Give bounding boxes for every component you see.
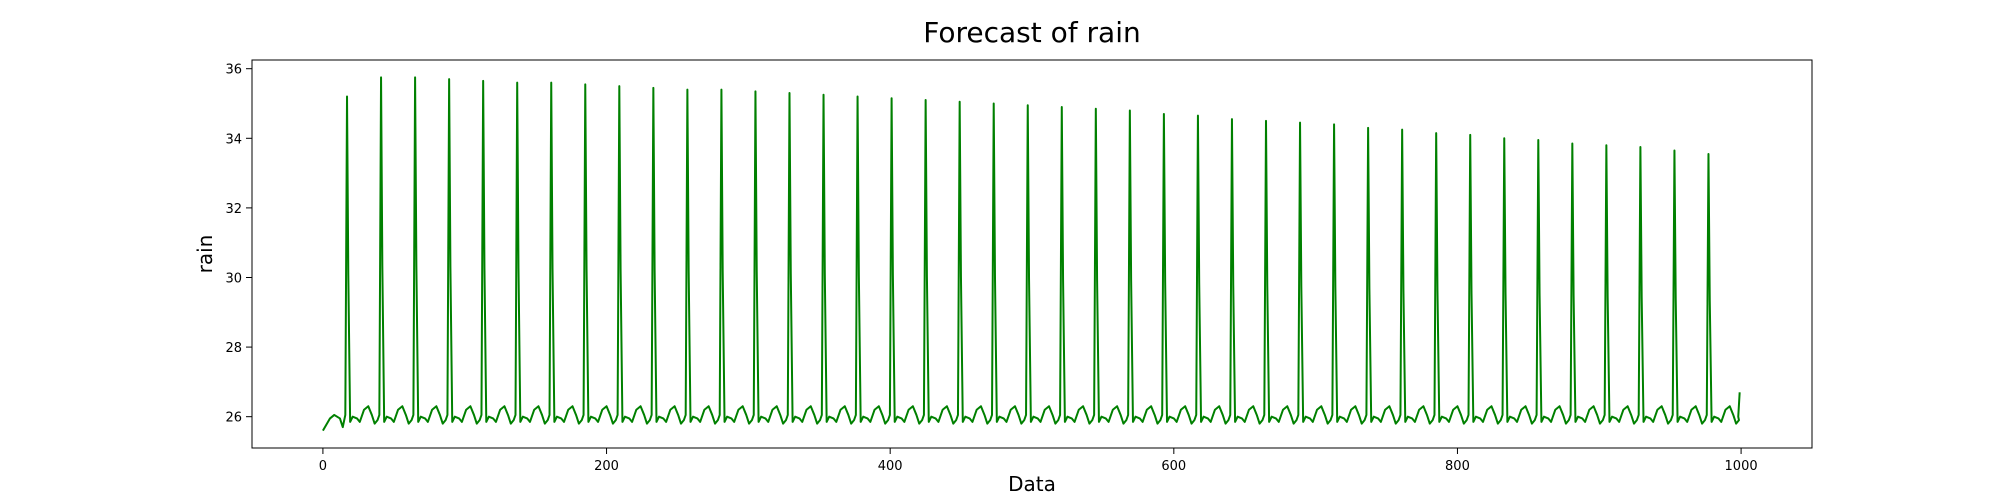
- x-tick-label: 1000: [1725, 459, 1758, 474]
- y-tick-label: 34: [225, 132, 242, 147]
- y-tick-label: 30: [225, 271, 242, 286]
- y-axis-ticks: 26 28 30 32 34 36: [225, 63, 252, 426]
- x-tick-label: 600: [1161, 459, 1186, 474]
- plot-frame: [251, 59, 1813, 449]
- y-tick-label: 32: [225, 202, 242, 217]
- y-axis-title: rain: [193, 235, 217, 274]
- x-axis-ticks: 0 200 400 600 800 1000: [319, 448, 1758, 474]
- x-tick-label: 0: [319, 459, 327, 474]
- rain-series-line: [322, 76, 1741, 432]
- y-tick-label: 28: [225, 341, 242, 356]
- x-tick-label: 400: [878, 459, 903, 474]
- chart-title: Forecast of rain: [923, 16, 1140, 49]
- y-tick-label: 26: [225, 411, 242, 426]
- x-tick-label: 800: [1445, 459, 1470, 474]
- x-axis-title: Data: [1008, 472, 1056, 496]
- y-tick-label: 36: [225, 63, 242, 78]
- x-tick-label: 200: [594, 459, 619, 474]
